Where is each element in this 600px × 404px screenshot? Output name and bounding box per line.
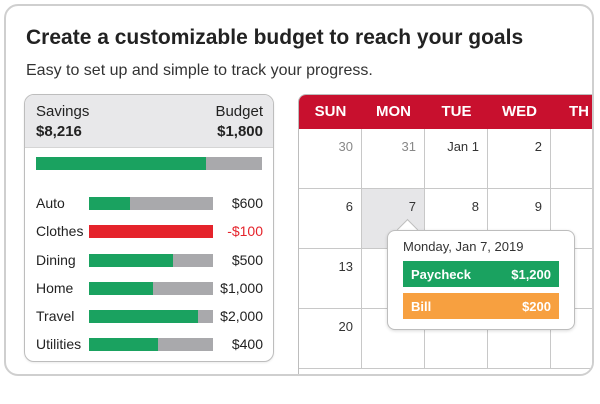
- budget-summary-header: Savings Budget $8,216 $1,800: [25, 95, 273, 148]
- day-number: Jan 1: [447, 139, 479, 154]
- category-amount: $1,000: [220, 280, 263, 296]
- headline: Create a customizable budget to reach yo…: [26, 26, 524, 49]
- day-number: 6: [345, 199, 353, 214]
- category-label: Home: [36, 280, 74, 296]
- day-header-thu: TH: [569, 103, 589, 120]
- savings-value: $8,216: [36, 123, 82, 140]
- transaction-paycheck[interactable]: Paycheck $1,200: [403, 261, 559, 287]
- day-number: 13: [338, 259, 353, 274]
- day-header-sun: SUN: [314, 103, 347, 120]
- category-progress-bar: [89, 254, 213, 267]
- category-row-travel[interactable]: Travel $2,000: [25, 306, 273, 326]
- category-row-auto[interactable]: Auto $600: [25, 193, 273, 213]
- category-progress-fill: [89, 282, 154, 295]
- category-progress-bar: [89, 282, 213, 295]
- day-number: 20: [338, 319, 353, 334]
- transaction-bill[interactable]: Bill $200: [403, 293, 559, 319]
- calendar-day[interactable]: [488, 309, 551, 369]
- category-row-utilities[interactable]: Utilities $400: [25, 334, 273, 354]
- day-number: 2: [534, 139, 542, 154]
- transaction-label: Bill: [411, 299, 432, 314]
- calendar-day[interactable]: [551, 129, 592, 189]
- calendar-day[interactable]: [362, 309, 425, 369]
- calendar-header: SUN MON TUE WED TH: [299, 95, 592, 129]
- calendar-day[interactable]: [425, 309, 488, 369]
- total-progress-bar: [36, 157, 262, 170]
- calendar-day[interactable]: 6: [299, 189, 362, 249]
- category-row-dining[interactable]: Dining $500: [25, 250, 273, 270]
- calendar-day[interactable]: [551, 309, 592, 369]
- day-header-tue: TUE: [441, 103, 472, 120]
- category-row-home[interactable]: Home $1,000: [25, 278, 273, 298]
- day-number: 31: [401, 139, 416, 154]
- day-header-mon: MON: [376, 103, 411, 120]
- tooltip-date: Monday, Jan 7, 2019: [403, 239, 524, 254]
- budget-panel: Savings Budget $8,216 $1,800 Auto $600 C…: [24, 94, 274, 362]
- category-row-clothes[interactable]: Clothes -$100: [25, 221, 273, 241]
- category-label: Auto: [36, 195, 65, 211]
- category-progress-fill: [89, 338, 159, 351]
- category-amount: -$100: [227, 223, 263, 239]
- transaction-label: Paycheck: [411, 267, 471, 282]
- category-progress-bar: [89, 225, 213, 238]
- day-number: 7: [408, 199, 416, 214]
- category-progress-fill: [89, 197, 130, 210]
- category-amount: $600: [231, 195, 263, 211]
- category-label: Travel: [36, 308, 75, 324]
- category-progress-bar: [89, 310, 213, 323]
- transaction-amount: $200: [522, 299, 551, 314]
- total-progress-fill: [36, 157, 206, 170]
- category-label: Utilities: [36, 336, 82, 352]
- category-label: Dining: [36, 252, 76, 268]
- category-amount: $2,000: [220, 308, 263, 324]
- day-number: 8: [471, 199, 479, 214]
- budget-label: Budget: [215, 103, 263, 120]
- calendar-day[interactable]: 31: [362, 129, 425, 189]
- savings-label: Savings: [36, 103, 90, 120]
- category-progress-fill: [89, 225, 213, 238]
- day-header-wed: WED: [502, 103, 537, 120]
- calendar-day[interactable]: 13: [299, 249, 362, 309]
- calendar-day[interactable]: 30: [299, 129, 362, 189]
- category-amount: $500: [231, 252, 263, 268]
- category-amount: $400: [231, 336, 263, 352]
- category-progress-fill: [89, 310, 199, 323]
- category-label: Clothes: [36, 223, 84, 239]
- day-number: 30: [338, 139, 353, 154]
- calendar-day[interactable]: 20: [299, 309, 362, 369]
- calendar-day[interactable]: 2: [488, 129, 551, 189]
- day-number: 9: [534, 199, 542, 214]
- budget-value: $1,800: [217, 123, 263, 140]
- category-progress-fill: [89, 254, 174, 267]
- transaction-amount: $1,200: [511, 267, 551, 282]
- category-progress-bar: [89, 338, 213, 351]
- subheadline: Easy to set up and simple to track your …: [26, 62, 373, 79]
- calendar-day[interactable]: Jan 1: [425, 129, 488, 189]
- category-progress-bar: [89, 197, 213, 210]
- day-detail-tooltip: Monday, Jan 7, 2019 Paycheck $1,200 Bill…: [387, 230, 575, 330]
